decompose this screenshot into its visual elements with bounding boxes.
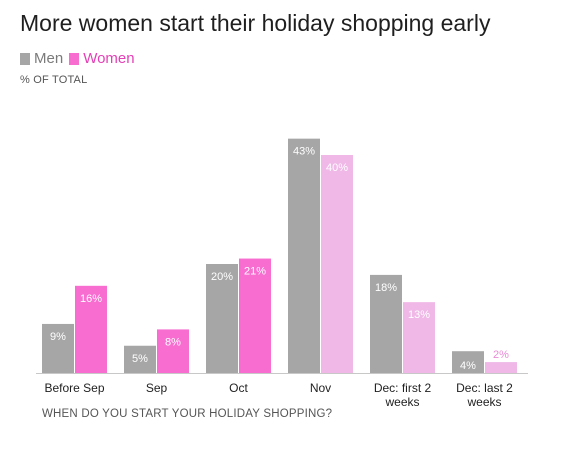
bar-men-4 — [370, 274, 402, 373]
legend-label-men: Men — [34, 50, 64, 67]
bar-women-1 — [157, 329, 189, 373]
legend-swatch-women — [69, 52, 80, 65]
bar-men-1 — [124, 345, 156, 373]
value-label-women-5: 2% — [493, 349, 509, 361]
value-label-women-3: 40% — [326, 162, 348, 174]
value-label-men-2: 20% — [211, 271, 233, 283]
bar-women-3 — [321, 155, 353, 373]
legend-swatch-men — [20, 52, 30, 65]
value-label-women-2: 21% — [244, 266, 266, 278]
unit-label: % OF TOTAL — [20, 74, 88, 86]
bar-men-0 — [42, 323, 74, 373]
bar-women-5 — [485, 362, 517, 373]
value-label-women-0: 16% — [80, 293, 102, 305]
x-tick-label-5-line2: weeks — [466, 395, 501, 409]
value-label-men-0: 9% — [50, 331, 66, 343]
x-tick-label-4: Dec: first 2 — [374, 381, 432, 395]
legend-item-men: Men — [20, 50, 63, 67]
legend-label-women: Women — [83, 50, 135, 67]
value-label-men-1: 5% — [132, 353, 148, 365]
bar-women-4 — [403, 302, 435, 373]
value-label-women-4: 13% — [408, 309, 430, 321]
bar-women-0 — [75, 285, 107, 373]
x-axis-title: WHEN DO YOU START YOUR HOLIDAY SHOPPING? — [42, 408, 333, 420]
bar-men-3 — [288, 138, 320, 373]
bar-women-2 — [239, 258, 271, 373]
chart-title: More women start their holiday shopping … — [20, 10, 491, 36]
x-tick-label-2: Oct — [229, 381, 248, 395]
value-label-men-5: 4% — [460, 360, 476, 372]
value-label-men-4: 18% — [375, 282, 397, 294]
x-tick-label-1: Sep — [146, 381, 168, 395]
legend: Men Women — [20, 50, 141, 67]
x-tick-label-0: Before Sep — [44, 381, 104, 395]
x-tick-label-4-line2: weeks — [384, 395, 419, 409]
x-tick-label-3: Nov — [310, 381, 331, 395]
value-label-women-1: 8% — [165, 336, 181, 348]
bar-men-5 — [452, 351, 484, 373]
legend-item-women: Women — [69, 50, 135, 67]
x-tick-label-5: Dec: last 2 — [456, 381, 513, 395]
bar-men-2 — [206, 264, 238, 373]
value-label-men-3: 43% — [293, 146, 315, 158]
